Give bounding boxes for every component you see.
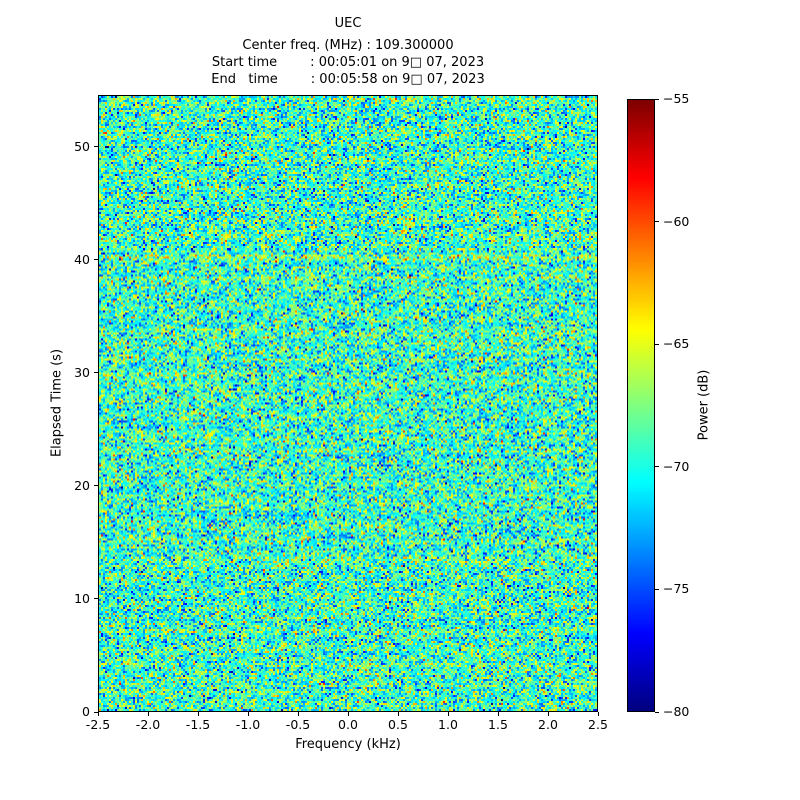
x-tick-mark [547, 712, 549, 716]
x-tick-label: -0.5 [285, 717, 311, 732]
y-tick-label: 50 [74, 138, 90, 154]
x-tick-mark [147, 712, 149, 716]
y-tick-label: 20 [74, 477, 90, 493]
x-tick-label: 0.0 [338, 717, 358, 732]
y-tick-label: 30 [74, 364, 90, 380]
x-tick-label: 0.5 [388, 717, 408, 732]
y-tick-mark [94, 372, 98, 374]
header-end-time: End time : 00:05:58 on 9□ 07, 2023 [211, 72, 485, 87]
x-tick-mark [447, 712, 449, 716]
figure-title: UEC [334, 16, 362, 31]
colorbar-tick-label: −75 [663, 581, 690, 597]
colorbar-tick-mark [655, 343, 659, 345]
y-tick-mark [94, 485, 98, 487]
colorbar-tick-mark [655, 466, 659, 468]
spectrogram-plot-area [98, 95, 598, 712]
y-tick-label: 0 [82, 704, 90, 719]
x-tick-mark [397, 712, 399, 716]
y-tick-mark [94, 259, 98, 261]
y-axis-label: Elapsed Time (s) [49, 348, 65, 458]
colorbar-tick-mark [655, 711, 659, 713]
y-tick-mark [94, 711, 98, 713]
x-tick-mark [497, 712, 499, 716]
header-start-time: Start time : 00:05:01 on 9□ 07, 2023 [211, 55, 485, 70]
colorbar-tick-mark [655, 221, 659, 223]
y-tick-mark [94, 146, 98, 148]
colorbar-tick-mark [655, 588, 659, 590]
colorbar-gradient-canvas [628, 100, 654, 711]
colorbar-tick-label: −55 [663, 91, 690, 106]
x-tick-mark [347, 712, 349, 716]
x-tick-label: 2.5 [588, 717, 608, 732]
colorbar-tick-mark [655, 98, 659, 100]
x-tick-mark [597, 712, 599, 716]
x-tick-mark [297, 712, 299, 716]
colorbar-tick-label: −80 [663, 704, 690, 719]
colorbar [627, 99, 655, 712]
x-tick-label: 1.0 [438, 717, 458, 732]
x-tick-label: 1.5 [488, 717, 508, 732]
x-axis-label: Frequency (kHz) [295, 737, 401, 752]
x-tick-label: 2.0 [538, 717, 558, 732]
colorbar-tick-label: −60 [663, 213, 690, 229]
x-tick-mark [97, 712, 99, 716]
x-tick-mark [247, 712, 249, 716]
x-tick-label: -1.0 [235, 717, 261, 732]
x-tick-mark [197, 712, 199, 716]
spectrogram-heatmap-canvas [99, 96, 597, 711]
x-tick-label: -2.0 [135, 717, 161, 732]
colorbar-tick-label: −65 [663, 336, 690, 352]
colorbar-tick-label: −70 [663, 458, 690, 474]
y-tick-label: 10 [74, 590, 90, 606]
x-tick-label: -1.5 [185, 717, 211, 732]
y-tick-mark [94, 598, 98, 600]
y-tick-label: 40 [74, 251, 90, 267]
colorbar-label: Power (dB) [696, 369, 712, 441]
x-tick-label: -2.5 [85, 717, 111, 732]
header-center-freq: Center freq. (MHz) : 109.300000 [242, 38, 454, 53]
